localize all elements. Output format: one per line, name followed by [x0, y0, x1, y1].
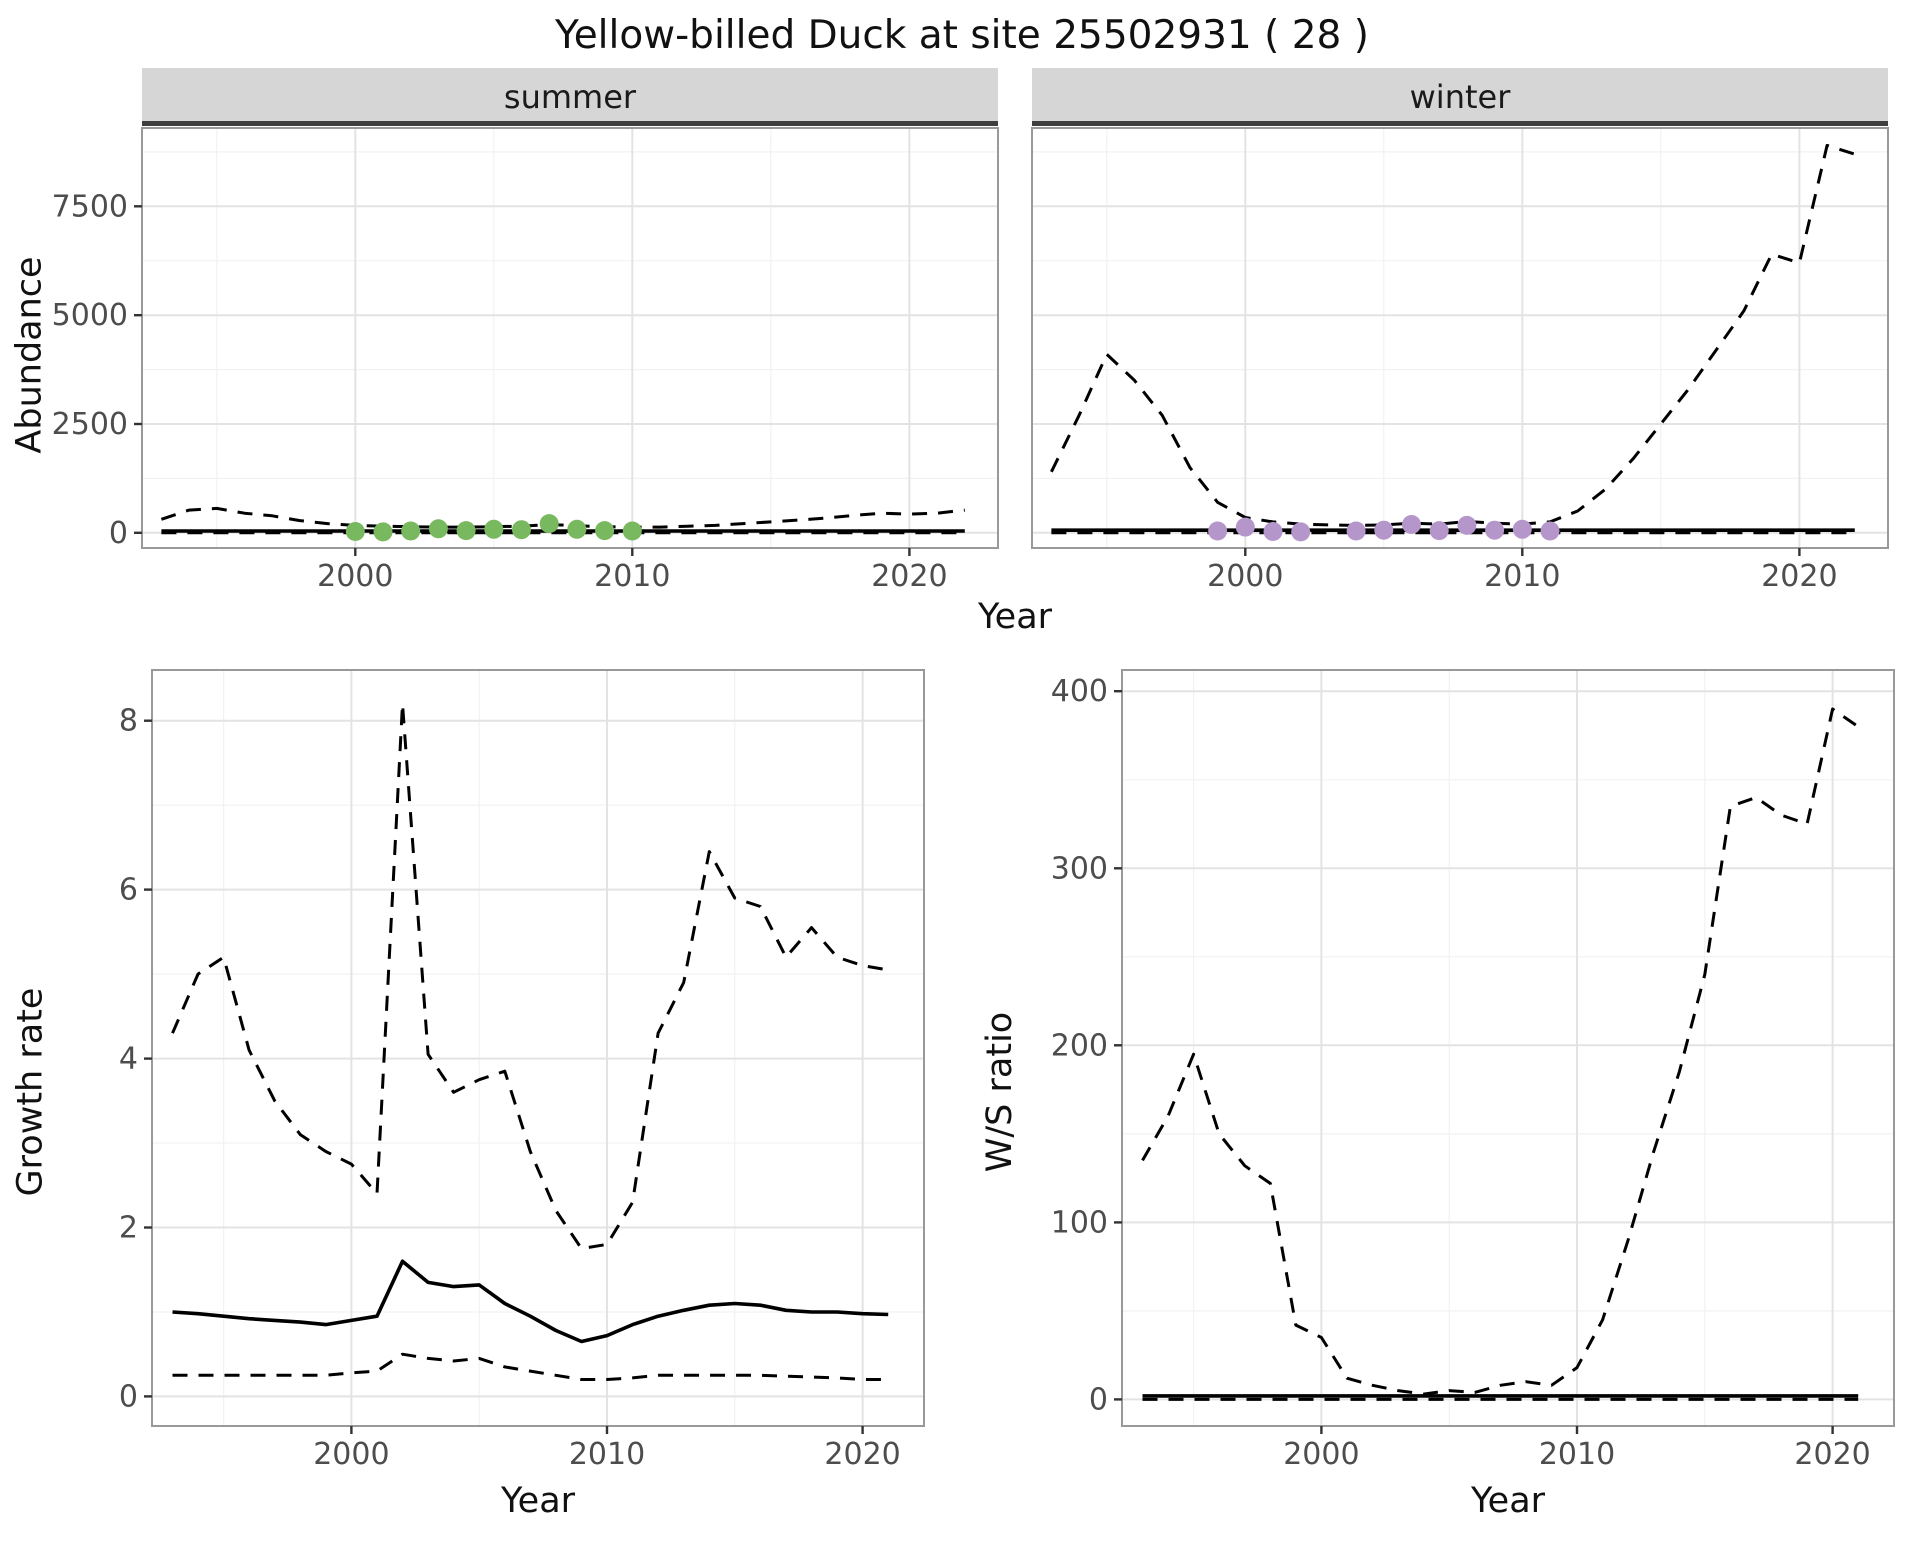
facet-summer: summer 2000 2010 2020 0 2500 5000 7500 — [52, 68, 1002, 594]
x-tick-label: 2000 — [1207, 559, 1283, 594]
y-tick-label: 2500 — [52, 407, 128, 442]
winter-observations — [1208, 515, 1560, 542]
x-tick-label: 2010 — [594, 559, 670, 594]
observation-point — [595, 521, 615, 541]
observation-point — [1263, 522, 1283, 541]
growth-rate-y-axis-label: Growth rate — [10, 987, 50, 1197]
x-tick-label: 2010 — [1539, 1437, 1615, 1472]
ws-ratio-plot-body: 2000 2010 2020 0 100 200 300 400 Year — [1022, 658, 1906, 1526]
observation-point — [512, 520, 531, 540]
observation-point — [1346, 521, 1366, 541]
x-tick-label: 2000 — [313, 1437, 389, 1472]
abundance-y-label-column: Abundance — [8, 68, 52, 642]
panel-background — [1122, 670, 1894, 1426]
growth-rate-panel: 2000 2010 2020 0 2 4 6 8 — [119, 669, 925, 1472]
series-lower_ci — [172, 1352, 889, 1381]
facet-strip-winter-label: winter — [1409, 78, 1511, 116]
y-tick-label: 6 — [119, 873, 138, 908]
x-tick-label: 2010 — [569, 1437, 645, 1472]
facet-strip-winter: winter — [1032, 68, 1888, 126]
facet-strip-summer-label: summer — [503, 78, 637, 116]
series-median — [172, 1259, 889, 1344]
observation-point — [1208, 521, 1228, 541]
observation-point — [345, 522, 365, 541]
y-tick-label: 300 — [1051, 851, 1108, 886]
observation-point — [456, 521, 476, 541]
panel-background — [142, 128, 998, 548]
series-upper_ci — [1050, 143, 1856, 527]
observation-point — [1485, 520, 1505, 540]
observation-point — [1512, 519, 1532, 539]
observation-point — [484, 519, 504, 539]
y-tick-label: 5000 — [52, 298, 128, 333]
growth-rate-plot-body: 2000 2010 2020 0 2 4 6 8 Year — [52, 658, 936, 1526]
summer-abundance-panel: 2000 2010 2020 0 2500 5000 7500 — [52, 127, 999, 594]
panel-border — [1121, 669, 1895, 1427]
observation-point — [1374, 520, 1394, 540]
bottom-row: Growth rate 2000 2010 2020 0 2 4 6 8 Year W/S r… — [8, 658, 1916, 1526]
facet-strip-summer: summer — [142, 68, 998, 126]
panel-border — [1031, 127, 1889, 549]
series-upper_ci — [1141, 707, 1860, 1396]
observation-point — [401, 521, 421, 541]
ws-ratio-y-label-column: W/S ratio — [978, 658, 1022, 1526]
winter-abundance-panel: 2000 2010 2020 — [1031, 127, 1889, 594]
observation-point — [622, 521, 642, 541]
x-tick-label: 2000 — [317, 559, 393, 594]
facet-panels: summer 2000 2010 2020 0 2500 5000 7500 winter … — [52, 68, 1908, 642]
x-tick-label: 2020 — [1794, 1437, 1870, 1472]
panel-background — [152, 670, 924, 1426]
x-tick-label: 2020 — [871, 559, 947, 594]
observation-point — [1402, 515, 1421, 534]
y-tick-label: 400 — [1051, 674, 1108, 709]
growth-rate-plot: Growth rate 2000 2010 2020 0 2 4 6 8 Year — [8, 658, 936, 1526]
y-tick-label: 8 — [119, 704, 138, 739]
y-tick-label: 2 — [119, 1211, 138, 1246]
x-tick-label: 2000 — [1283, 1437, 1359, 1472]
y-tick-label: 200 — [1051, 1028, 1108, 1063]
growth-rate-x-axis-label: Year — [500, 1481, 576, 1521]
series-upper_ci — [171, 702, 889, 1251]
panel-border — [141, 127, 999, 549]
observation-point — [1291, 522, 1311, 542]
series-upper_ci — [160, 506, 965, 529]
observation-point — [428, 519, 448, 539]
y-tick-label: 4 — [119, 1042, 138, 1077]
figure-title: Yellow-billed Duck at site 25502931 ( 28… — [555, 13, 1369, 58]
abundance-x-axis-label: Year — [977, 597, 1053, 637]
summer-observations — [345, 514, 642, 542]
y-tick-label: 0 — [119, 1379, 138, 1414]
panel-background — [1032, 128, 1888, 548]
y-tick-label: 7500 — [52, 189, 128, 224]
ws-ratio-x-axis-label: Year — [1470, 1481, 1546, 1521]
observation-point — [373, 522, 393, 542]
observation-point — [1457, 515, 1477, 535]
facet-panel-row: summer 2000 2010 2020 0 2500 5000 7500 winter … — [52, 68, 1908, 594]
observation-point — [567, 519, 587, 539]
panel-border — [151, 669, 925, 1427]
y-tick-label: 100 — [1051, 1205, 1108, 1240]
observation-point — [539, 514, 559, 534]
x-tick-label: 2020 — [1761, 559, 1837, 594]
observation-point — [1540, 521, 1560, 541]
observation-point — [1429, 521, 1449, 541]
x-tick-label: 2010 — [1484, 559, 1560, 594]
y-tick-label: 0 — [109, 516, 128, 551]
y-tick-label: 0 — [1089, 1382, 1108, 1417]
x-tick-label: 2020 — [824, 1437, 900, 1472]
abundance-facet-row: Abundance summer 2000 2010 2020 0 2500 5000 75… — [8, 68, 1916, 642]
facet-winter: winter 2000 2010 2020 — [1018, 68, 1908, 594]
ws-ratio-y-axis-label: W/S ratio — [980, 1011, 1021, 1173]
abundance-y-axis-label: Abundance — [10, 256, 50, 454]
ws-ratio-panel: 2000 2010 2020 0 100 200 300 400 — [1051, 669, 1895, 1472]
growth-rate-y-label-column: Growth rate — [8, 658, 52, 1526]
ws-ratio-plot: W/S ratio 2000 2010 2020 0 100 200 300 400 Year — [978, 658, 1906, 1526]
observation-point — [1235, 517, 1255, 537]
